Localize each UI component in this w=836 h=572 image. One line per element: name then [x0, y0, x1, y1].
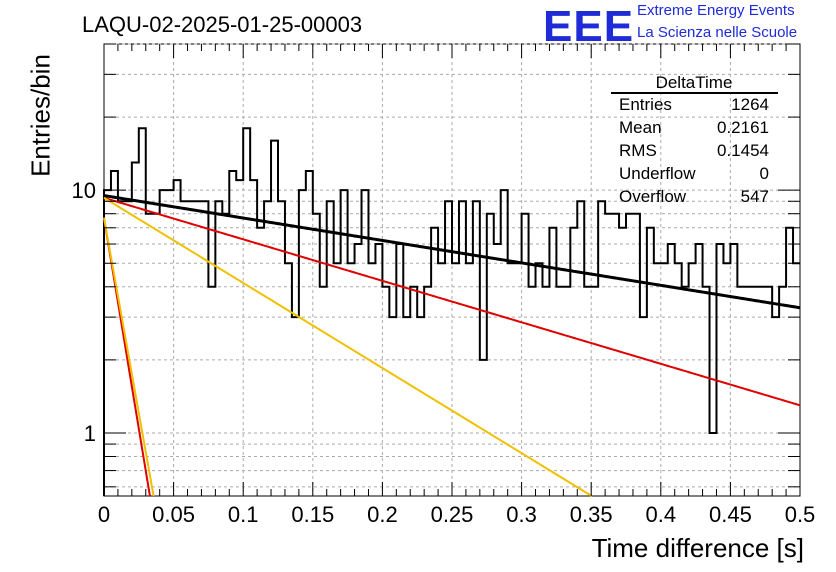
- axis-ticks: 0 0.05 0.1 0.15 0.2 0.25 0.3 0.35 0.4 0.45 0.5 1 10: [72, 43, 816, 527]
- x-tick-label: 0: [98, 502, 110, 527]
- logo-line-1: Extreme Energy Events: [637, 2, 795, 19]
- stats-label: Entries: [619, 95, 672, 114]
- x-tick-label: 0.2: [367, 502, 398, 527]
- x-axis-label: Time difference [s]: [591, 533, 804, 563]
- histogram-line: [103, 127, 800, 496]
- stats-value: 0: [760, 164, 769, 183]
- x-tick-label: 0.35: [570, 502, 613, 527]
- y-axis-label: Entries/bin: [25, 54, 56, 177]
- stats-box: DeltaTime Entries 1264 Mean 0.2161 RMS 0.1454 U…: [611, 73, 778, 206]
- x-tick-label: 0.5: [785, 502, 816, 527]
- stats-title: DeltaTime: [656, 73, 733, 92]
- stats-label: RMS: [619, 141, 657, 160]
- stats-label: Mean: [619, 118, 662, 137]
- x-tick-label: 0.4: [646, 502, 677, 527]
- stats-value: 547: [741, 187, 769, 206]
- histogram-series: [103, 127, 800, 496]
- fit-curve-0: [103, 194, 801, 310]
- logo-line-2: La Scienza nelle Scuole: [637, 24, 798, 41]
- stats-value: 0.2161: [717, 118, 769, 137]
- x-tick-label: 0.05: [152, 502, 195, 527]
- stats-label: Underflow: [619, 164, 696, 183]
- y-tick-label: 10: [72, 178, 96, 203]
- stats-label: Overflow: [619, 187, 687, 206]
- x-tick-label: 0.3: [506, 502, 537, 527]
- fit-curve-1: [103, 196, 801, 407]
- stats-value: 1264: [731, 95, 769, 114]
- fit-curve-4: [103, 217, 155, 497]
- x-tick-label: 0.45: [709, 502, 752, 527]
- stats-value: 0.1454: [717, 141, 769, 160]
- y-tick-label: 1: [84, 421, 96, 446]
- plot-title: LAQU-02-2025-01-25-00003: [82, 12, 363, 37]
- fit-curves: [103, 194, 801, 497]
- x-tick-label: 0.25: [431, 502, 474, 527]
- x-tick-label: 0.15: [291, 502, 334, 527]
- fit-curve-2: [103, 196, 593, 497]
- eee-logo: EEE: [543, 2, 635, 51]
- x-tick-label: 0.1: [228, 502, 259, 527]
